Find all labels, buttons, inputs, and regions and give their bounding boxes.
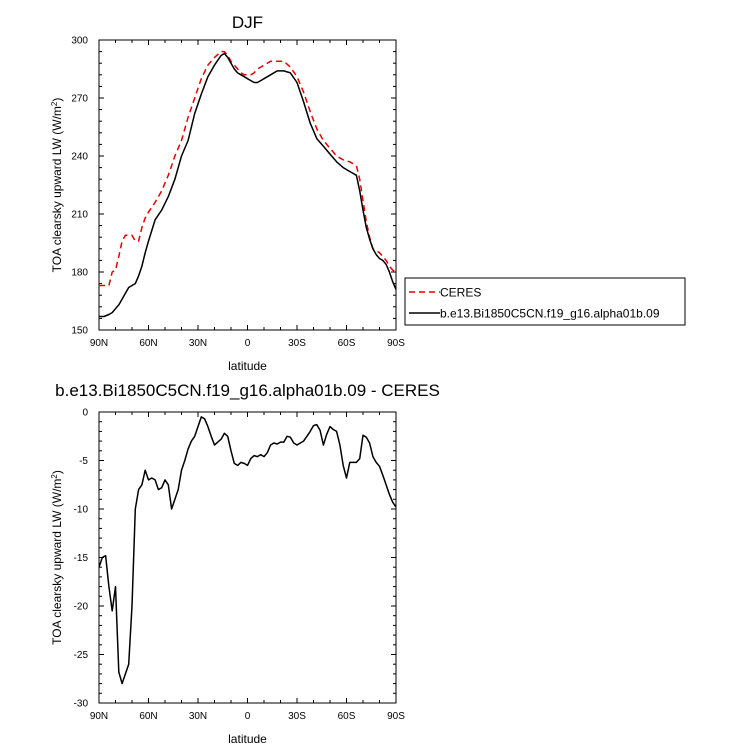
x-tick-label: 60S bbox=[338, 338, 356, 349]
y-tick-label: 0 bbox=[82, 408, 88, 419]
y-tick-label: -25 bbox=[74, 650, 89, 661]
y-tick-label: 300 bbox=[71, 36, 88, 47]
chart-title: DJF bbox=[232, 13, 263, 32]
plot-frame bbox=[98, 39, 397, 331]
y-tick-label: -10 bbox=[74, 505, 89, 516]
x-tick-label: 60N bbox=[139, 711, 157, 722]
legend: CERES b.e13.Bi1850C5CN.f19_g16.alpha01b.0… bbox=[404, 277, 686, 326]
chart-panel-2: b.e13.Bi1850C5CN.f19_g16.alpha01b.09 - C… bbox=[50, 381, 440, 746]
series-line-1 bbox=[99, 50, 396, 287]
chart-panel-1: DJF 90N 60N 30N 0 30S 60S 90S 150 180 210 240 270 300… bbox=[50, 13, 686, 373]
y-tick-label: 150 bbox=[71, 326, 88, 337]
series-line-1 bbox=[99, 416, 396, 685]
x-tick-label: 30S bbox=[288, 338, 306, 349]
y-axis-label: TOA clearsky upward LW (W/m2) bbox=[50, 470, 65, 645]
y-tick-label: 240 bbox=[71, 152, 88, 163]
y-tick-label: -30 bbox=[74, 699, 89, 710]
legend-box bbox=[404, 277, 686, 326]
plot-frame bbox=[98, 411, 397, 704]
x-tick-label: 30N bbox=[189, 711, 207, 722]
x-tick-label: 60N bbox=[139, 338, 157, 349]
y-tick-label: -15 bbox=[74, 553, 89, 564]
y-tick-label: 210 bbox=[71, 210, 88, 221]
x-axis-label: latitude bbox=[228, 732, 267, 746]
x-tick-label: 0 bbox=[245, 338, 251, 349]
x-tick-label: 90N bbox=[90, 338, 108, 349]
y-tick-label: 270 bbox=[71, 94, 88, 105]
legend-entry-2: b.e13.Bi1850C5CN.f19_g16.alpha01b.09 bbox=[440, 307, 660, 321]
y-tick-label: 180 bbox=[71, 268, 88, 279]
y-tick-label: -5 bbox=[79, 456, 88, 467]
x-tick-label: 30S bbox=[288, 711, 306, 722]
x-axis-label: latitude bbox=[228, 359, 267, 373]
x-tick-label: 60S bbox=[338, 711, 356, 722]
x-tick-label: 90N bbox=[90, 711, 108, 722]
x-tick-label: 0 bbox=[245, 711, 251, 722]
y-axis-label: TOA clearsky upward LW (W/m2) bbox=[50, 98, 65, 273]
series-line-2 bbox=[99, 52, 396, 318]
x-tick-label: 30N bbox=[189, 338, 207, 349]
x-tick-label: 90S bbox=[387, 338, 405, 349]
y-tick-label: -20 bbox=[74, 602, 89, 613]
chart-title: b.e13.Bi1850C5CN.f19_g16.alpha01b.09 - C… bbox=[55, 381, 440, 400]
legend-entry-1: CERES bbox=[440, 286, 481, 300]
x-tick-label: 90S bbox=[387, 711, 405, 722]
